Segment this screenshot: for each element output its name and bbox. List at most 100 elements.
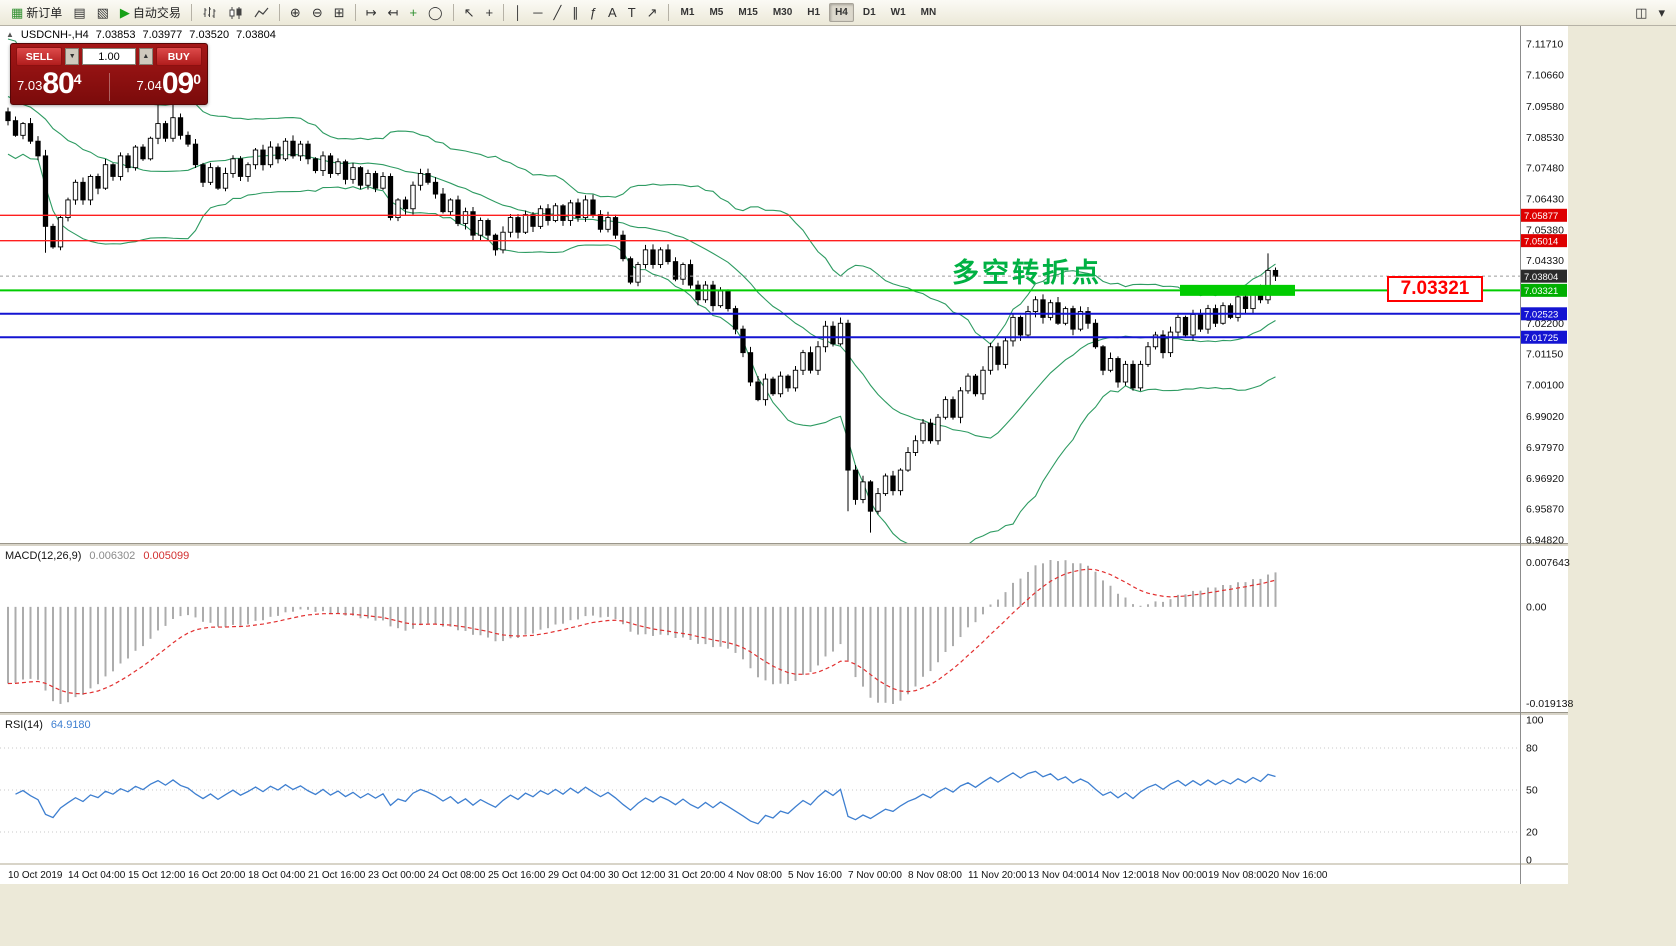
svg-text:7.00100: 7.00100 <box>1526 379 1564 391</box>
high-value: 7.03977 <box>142 28 183 41</box>
time-axis[interactable]: 10 Oct 2019 14 Oct 04:00 15 Oct 12:00 16 Oc… <box>8 870 1328 881</box>
sell-price-prefix: 7.03 <box>17 78 43 93</box>
trendline-button[interactable]: ╱ <box>548 1 566 25</box>
buy-button[interactable]: BUY <box>155 47 202 66</box>
svg-text:7.03321: 7.03321 <box>1524 286 1558 297</box>
svg-text:7.02200: 7.02200 <box>1526 318 1564 330</box>
fibonacci-button[interactable]: ƒ <box>585 1 602 25</box>
sell-price[interactable]: 7.03 80 4 <box>17 68 81 100</box>
zoom-in-button[interactable]: ⊕ <box>285 1 306 25</box>
bollinger-upper-band <box>7 38 1276 345</box>
toolbar-separator <box>190 4 192 21</box>
symbol-ohlc-info: ▲ USDCNH-,H4 7.03853 7.03977 7.03520 7.0… <box>6 28 276 41</box>
sell-button[interactable]: SELL <box>16 47 63 66</box>
timeframe-h1-button[interactable]: H1 <box>807 7 821 18</box>
macd-histogram <box>7 560 1277 704</box>
price-level-label[interactable]: 7.03321 <box>1387 276 1483 302</box>
new-chart-button[interactable]: + <box>404 1 422 25</box>
svg-text:16 Oct 20:00: 16 Oct 20:00 <box>188 870 246 881</box>
line-chart-type-button[interactable] <box>249 1 274 25</box>
svg-text:29 Oct 04:00: 29 Oct 04:00 <box>548 870 606 881</box>
collapse-trade-panel-button[interactable]: ▲ <box>6 30 14 39</box>
horizontal-line-button[interactable]: ─ <box>528 1 547 25</box>
chart-window-button[interactable]: ▤ <box>68 1 90 25</box>
macd-signal-line <box>7 568 1276 695</box>
close-value: 7.03804 <box>236 28 276 41</box>
svg-text:15 Oct 12:00: 15 Oct 12:00 <box>128 870 186 881</box>
candle-chart-type-button[interactable] <box>223 1 248 25</box>
bollinger-lower-band <box>7 153 1276 543</box>
timeframe-m1-button[interactable]: M1 <box>680 7 695 18</box>
timeframe-m5-button[interactable]: M5 <box>709 7 724 18</box>
zoom-out-button[interactable]: ⊖ <box>307 1 328 25</box>
autotrading-button[interactable]: ▶ 自动交易 <box>115 1 186 25</box>
timeframe-mn-button[interactable]: MN <box>920 7 937 18</box>
sell-price-pip: 4 <box>73 71 82 87</box>
text-button[interactable]: A <box>603 1 622 25</box>
turning-point-annotation[interactable]: 多空转折点 <box>952 258 1102 288</box>
buy-price[interactable]: 7.04 09 0 <box>137 68 201 100</box>
profiles-button[interactable]: ▧ <box>92 1 114 25</box>
chart-list-button[interactable]: ◫ <box>1630 1 1652 25</box>
volume-increase-button[interactable]: ▲ <box>139 48 153 65</box>
toolbar: ▦ 新订单 ▤ ▧ ▶ 自动交易 ⊕ ⊖ ⊞ ↦ ↤ + ◯ ↖ + │ ─ ╱ ∥ ƒ A T ↗ M1 M5 M15 M30 H1… <box>0 0 1676 26</box>
price-tag-7.05877 <box>1521 208 1567 222</box>
channel-button[interactable]: ∥ <box>567 1 584 25</box>
arrows-icon: ↗ <box>646 4 658 20</box>
autotrading-icon: ▶ <box>119 4 130 20</box>
svg-text:5 Nov 16:00: 5 Nov 16:00 <box>788 870 842 881</box>
chart-canvas[interactable]: 7.11710 7.10660 7.09580 7.08530 7.07480 7.064… <box>0 26 1676 946</box>
svg-text:30 Oct 12:00: 30 Oct 12:00 <box>608 870 666 881</box>
svg-text:7.04330: 7.04330 <box>1526 255 1564 267</box>
svg-text:7.01725: 7.01725 <box>1524 333 1558 344</box>
svg-text:7.10660: 7.10660 <box>1526 69 1564 81</box>
svg-text:7.09580: 7.09580 <box>1526 101 1564 113</box>
bar-chart-type-icon <box>202 6 217 20</box>
timeframe-m15-button[interactable]: M15 <box>738 7 758 18</box>
timeframe-m30-button[interactable]: M30 <box>772 7 793 18</box>
arrows-button[interactable]: ↗ <box>642 1 663 25</box>
timeframe-w1-button[interactable]: W1 <box>890 7 906 18</box>
auto-scroll-button[interactable]: ↦ <box>361 1 382 25</box>
current-price-tag <box>1521 269 1567 283</box>
hline-highlight-segment[interactable] <box>1180 284 1295 296</box>
price-tag-7.02523 <box>1521 307 1567 321</box>
macd-label: MACD(12,26,9) 0.006302 0.005099 <box>5 550 189 562</box>
bar-chart-type-button[interactable] <box>197 1 222 25</box>
toolbar-separator <box>503 4 505 21</box>
low-value: 7.03520 <box>189 28 230 41</box>
volume-decrease-button[interactable]: ▼ <box>65 48 79 65</box>
svg-text:24 Oct 08:00: 24 Oct 08:00 <box>428 870 486 881</box>
volume-input[interactable] <box>82 48 136 65</box>
periods-button[interactable]: ◯ <box>423 1 448 25</box>
one-click-trading-panel: SELL ▼ ▲ BUY 7.03 80 4 7.04 09 0 <box>10 43 208 105</box>
price-divider <box>108 73 110 101</box>
channel-icon: ∥ <box>572 4 579 20</box>
cursor-icon: ↖ <box>463 4 475 20</box>
svg-text:6.97970: 6.97970 <box>1526 442 1564 454</box>
main-chart-plot[interactable] <box>0 38 1520 549</box>
svg-text:14 Oct 04:00: 14 Oct 04:00 <box>68 870 126 881</box>
vertical-line-button[interactable]: │ <box>509 1 527 25</box>
more-options-button[interactable]: ▾ <box>1653 1 1670 25</box>
svg-text:23 Oct 00:00: 23 Oct 00:00 <box>368 870 426 881</box>
crosshair-button[interactable]: + <box>481 1 499 25</box>
svg-text:19 Nov 08:00: 19 Nov 08:00 <box>1208 870 1268 881</box>
sell-price-big: 80 <box>42 67 74 100</box>
tile-windows-button[interactable]: ⊞ <box>329 1 350 25</box>
chart-shift-button[interactable]: ↤ <box>383 1 404 25</box>
timeframe-d1-button[interactable]: D1 <box>862 7 876 18</box>
cursor-button[interactable]: ↖ <box>459 1 480 25</box>
svg-text:11 Nov 20:00: 11 Nov 20:00 <box>968 870 1027 881</box>
label-icon: T <box>627 4 636 20</box>
timeframe-h4-button[interactable]: H4 <box>829 3 854 22</box>
label-button[interactable]: T <box>623 1 641 25</box>
price-axis[interactable]: 7.11710 7.10660 7.09580 7.08530 7.07480 7.064… <box>1521 39 1567 547</box>
svg-text:-0.019138: -0.019138 <box>1526 698 1573 710</box>
svg-text:13 Nov 04:00: 13 Nov 04:00 <box>1028 870 1088 881</box>
svg-text:7.05877: 7.05877 <box>1524 211 1558 222</box>
new-order-button[interactable]: ▦ 新订单 <box>6 1 67 25</box>
candles-layer <box>5 91 1279 533</box>
svg-text:7.08530: 7.08530 <box>1526 132 1564 144</box>
toolbar-separator <box>354 4 356 21</box>
